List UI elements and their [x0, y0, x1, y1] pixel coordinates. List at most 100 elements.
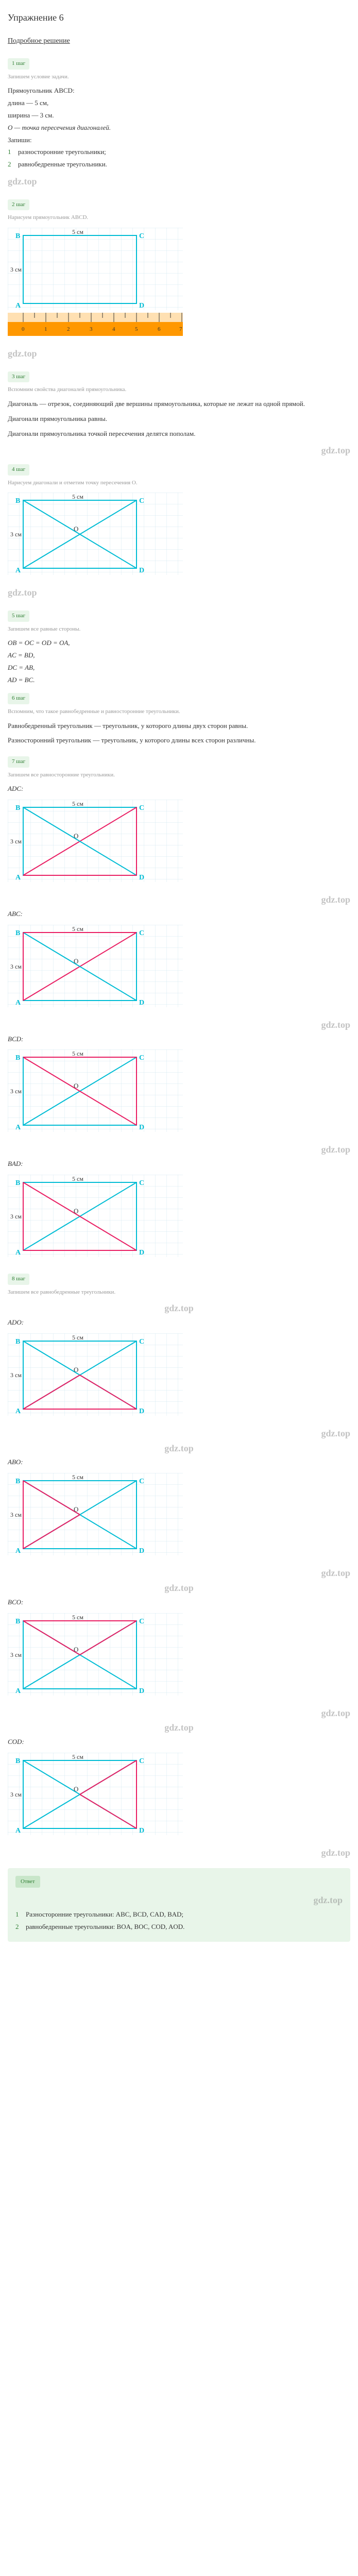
- svg-text:0: 0: [22, 326, 25, 332]
- svg-text:O: O: [74, 1366, 78, 1374]
- svg-text:1: 1: [44, 326, 47, 332]
- watermark: gdz.top: [8, 174, 350, 189]
- svg-text:O: O: [74, 1207, 78, 1215]
- answer-line2: 2равнобедренные треугольники: BOA, BOC, …: [15, 1922, 343, 1933]
- diag-def3: Диагонали прямоугольника точкой пересече…: [8, 429, 350, 439]
- watermark: gdz.top: [164, 1722, 194, 1733]
- given-write: Запиши:: [8, 135, 350, 146]
- svg-text:2: 2: [67, 326, 70, 332]
- svg-text:O: O: [74, 957, 78, 965]
- step-caption: Запишем все равные стороны.: [8, 625, 350, 634]
- svg-text:C: C: [139, 1054, 144, 1062]
- eq4: AD = BC.: [8, 675, 350, 686]
- svg-text:D: D: [139, 1687, 144, 1695]
- svg-text:3 см: 3 см: [10, 1088, 22, 1095]
- svg-text:O: O: [74, 525, 78, 533]
- svg-text:3 см: 3 см: [10, 1651, 22, 1658]
- tri-ado: ADO:: [8, 1317, 350, 1328]
- given-item2: 2равнобедренные треугольники.: [8, 159, 350, 170]
- diagram-abc: 5 см3 см O BCAD: [8, 925, 350, 1007]
- svg-text:B: B: [15, 1757, 20, 1765]
- svg-text:6: 6: [158, 326, 161, 332]
- watermark: gdz.top: [164, 1303, 194, 1313]
- svg-text:4: 4: [112, 326, 115, 332]
- svg-text:B: B: [15, 1618, 20, 1625]
- step-caption: Запишем условие задачи.: [8, 73, 350, 82]
- tri-cod: COD:: [8, 1737, 350, 1748]
- watermark: gdz.top: [321, 1848, 350, 1858]
- svg-text:3 см: 3 см: [10, 838, 22, 845]
- step-caption: Вспомним свойства диагоналей прямоугольн…: [8, 385, 350, 395]
- vertex-b: B: [15, 232, 20, 240]
- diagram-cod: 5 см3 см O BCAD: [8, 1753, 350, 1835]
- given-rect: Прямоугольник ABCD:: [8, 86, 350, 96]
- svg-text:D: D: [139, 1124, 144, 1131]
- diag-def2: Диагонали прямоугольника равны.: [8, 414, 350, 425]
- diagram-abo: 5 см3 см O BCAD: [8, 1473, 350, 1555]
- diagram-bcd: 5 см3 см O BCAD: [8, 1049, 350, 1132]
- svg-text:5 см: 5 см: [72, 1175, 83, 1182]
- svg-text:3 см: 3 см: [10, 1791, 22, 1798]
- step-caption: Запишем все равносторонние треугольники.: [8, 771, 350, 780]
- svg-text:B: B: [15, 1478, 20, 1485]
- svg-text:A: A: [15, 874, 21, 882]
- watermark: gdz.top: [321, 1020, 350, 1030]
- step-badge: 1 шаг: [8, 58, 29, 70]
- svg-text:B: B: [15, 497, 20, 505]
- eq1: OB = OC = OD = OA,: [8, 638, 350, 649]
- svg-text:B: B: [15, 929, 20, 937]
- dim-top: 5 см: [72, 228, 83, 235]
- svg-text:O: O: [74, 1082, 78, 1090]
- vertex-a: A: [15, 302, 21, 310]
- svg-text:O: O: [74, 1646, 78, 1653]
- vertex-d: D: [139, 302, 144, 310]
- step-caption: Запишем все равнобедренные треугольники.: [8, 1288, 350, 1297]
- svg-text:A: A: [15, 999, 21, 1007]
- eq3: DC = AB,: [8, 663, 350, 673]
- svg-text:D: D: [139, 999, 144, 1007]
- step-badge: 8 шаг: [8, 1274, 29, 1285]
- answer-line1: 1Разносторонние треугольники: ABC, BCD, …: [15, 1909, 343, 1920]
- svg-text:3 см: 3 см: [10, 1371, 22, 1379]
- watermark: gdz.top: [313, 1895, 343, 1905]
- svg-text:A: A: [15, 1547, 21, 1555]
- tri-bad: BAD:: [8, 1159, 350, 1170]
- svg-text:C: C: [139, 1618, 144, 1625]
- svg-text:3: 3: [90, 326, 93, 332]
- section-title: Подробное решение: [8, 36, 350, 47]
- svg-text:D: D: [139, 1408, 144, 1415]
- svg-text:C: C: [139, 1179, 144, 1187]
- step-badge: 7 шаг: [8, 756, 29, 768]
- svg-text:5 см: 5 см: [72, 1334, 83, 1341]
- answer-box: Ответ gdz.top 1Разносторонние треугольни…: [8, 1868, 350, 1942]
- diagram-ado: 5 см3 см O BCAD: [8, 1333, 350, 1416]
- watermark: gdz.top: [321, 894, 350, 905]
- svg-text:B: B: [15, 804, 20, 812]
- svg-text:5: 5: [135, 326, 138, 332]
- svg-text:C: C: [139, 1478, 144, 1485]
- watermark: gdz.top: [8, 346, 350, 361]
- step-badge: 4 шаг: [8, 464, 29, 476]
- step-caption: Нарисуем прямоугольник ABCD.: [8, 213, 350, 223]
- eq2: AC = BD,: [8, 650, 350, 661]
- svg-text:C: C: [139, 497, 144, 505]
- watermark: gdz.top: [164, 1583, 194, 1593]
- svg-text:D: D: [139, 1249, 144, 1257]
- svg-text:3 см: 3 см: [10, 963, 22, 970]
- svg-text:C: C: [139, 1338, 144, 1346]
- tri-bco: BCO:: [8, 1597, 350, 1608]
- step-badge: 2 шаг: [8, 199, 29, 211]
- svg-text:A: A: [15, 1408, 21, 1415]
- diag-def1: Диагональ — отрезок, соединяющий две вер…: [8, 399, 350, 410]
- svg-text:A: A: [15, 1124, 21, 1131]
- svg-text:C: C: [139, 1757, 144, 1765]
- watermark: gdz.top: [321, 1144, 350, 1155]
- svg-text:D: D: [139, 1547, 144, 1555]
- given-width: ширина — 3 см.: [8, 110, 350, 121]
- svg-text:5 см: 5 см: [72, 1753, 83, 1760]
- watermark: gdz.top: [8, 585, 350, 600]
- watermark: gdz.top: [321, 1708, 350, 1718]
- diagram-diagonals: 5 см 3 см O BC AD: [8, 493, 350, 575]
- dim-left: 3 см: [10, 266, 22, 273]
- svg-text:B: B: [15, 1179, 20, 1187]
